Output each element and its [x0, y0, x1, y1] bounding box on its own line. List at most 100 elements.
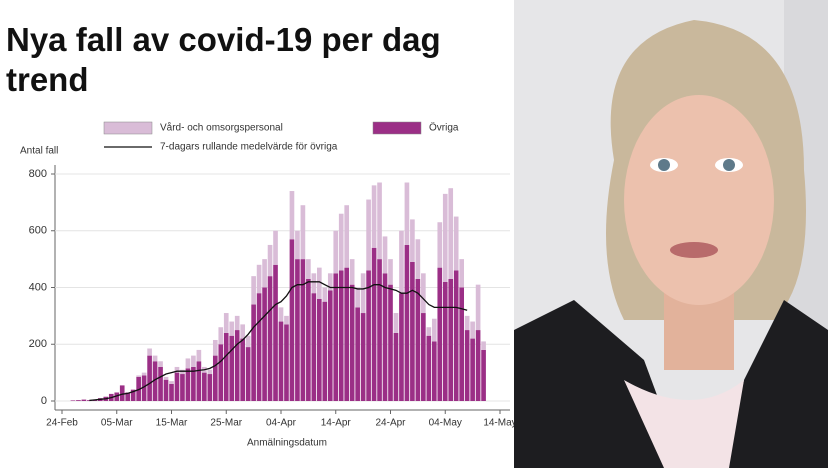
bar [327, 290, 333, 401]
bar [284, 324, 289, 401]
bar [295, 230, 300, 260]
bar [125, 392, 131, 401]
chart: 0 200 400 600 800 24-Feb 05-Mar 15-Mar 25-Mar 04-… [20, 121, 514, 449]
bar [218, 344, 224, 401]
bar [475, 284, 481, 331]
bar [81, 399, 87, 401]
bar [333, 273, 339, 401]
iris [658, 159, 670, 171]
bar [415, 278, 421, 401]
bar [152, 361, 158, 401]
bar [481, 341, 486, 350]
bar [223, 313, 229, 333]
jacket [514, 300, 684, 468]
bar [459, 259, 465, 288]
bar [404, 182, 410, 245]
bar [322, 287, 328, 302]
bar [360, 273, 366, 314]
bar [136, 375, 141, 377]
bar [338, 270, 344, 401]
jacket [724, 300, 828, 468]
bar [311, 273, 317, 294]
bar [470, 338, 475, 401]
bar [393, 332, 399, 401]
x-tick-label: 24-Feb [46, 418, 78, 429]
bar [355, 287, 360, 308]
bar [185, 358, 191, 369]
bar [442, 193, 448, 282]
x-tick-label: 04-Apr [266, 418, 297, 429]
bar [223, 332, 229, 401]
bar [158, 361, 163, 367]
bar [311, 293, 317, 401]
legend-label: 7-dagars rullande medelvärde för övriga [160, 142, 338, 153]
x-tick-label: 14-Apr [321, 418, 352, 429]
bar [300, 259, 306, 401]
bar [453, 216, 459, 271]
bar [174, 372, 180, 401]
bar [431, 341, 437, 401]
bar [393, 313, 399, 333]
bar [234, 315, 240, 331]
bar [366, 270, 371, 401]
bar [169, 383, 174, 401]
x-tick-label: 14-May [483, 418, 514, 429]
bar [207, 369, 213, 375]
bar [388, 259, 393, 285]
bar [262, 287, 267, 401]
bar [245, 335, 251, 348]
bar [459, 287, 465, 401]
bar [180, 374, 185, 401]
bar [333, 230, 339, 274]
bar [306, 259, 311, 279]
bar [273, 230, 278, 265]
bar [240, 338, 246, 401]
legend-swatch [372, 121, 422, 135]
bar [267, 276, 273, 401]
bar [278, 321, 284, 401]
bar [421, 313, 426, 401]
legend-swatch [103, 121, 153, 135]
bar [251, 276, 256, 305]
x-axis-label: Anmälningsdatum [247, 438, 327, 449]
bar [355, 307, 360, 401]
bar [245, 347, 251, 401]
y-tick-label: 600 [29, 225, 47, 237]
bar [141, 372, 147, 376]
bar [141, 375, 147, 401]
bar [202, 372, 207, 401]
bar [114, 392, 120, 401]
bar [119, 385, 125, 401]
bar [349, 284, 355, 401]
presenter-video [514, 0, 828, 468]
trend-line [89, 281, 468, 402]
bar [316, 267, 322, 299]
bar [349, 259, 355, 285]
x-tick-label: 25-Mar [210, 418, 242, 429]
bar [289, 239, 295, 401]
bar [415, 239, 421, 279]
bar [262, 259, 267, 288]
bar [442, 281, 448, 401]
face [624, 95, 774, 305]
bar [404, 244, 410, 401]
bar [399, 230, 404, 294]
bar [464, 330, 470, 401]
bar [338, 213, 344, 271]
bar [229, 335, 235, 401]
bar [306, 278, 311, 401]
bar [316, 298, 322, 401]
bar [410, 261, 415, 401]
y-tick-label: 400 [29, 281, 47, 293]
x-tick-label: 05-Mar [101, 418, 133, 429]
bar [70, 400, 76, 401]
bar [212, 355, 218, 401]
bar [426, 335, 432, 401]
bar [240, 324, 246, 339]
bar [382, 273, 388, 401]
bar [180, 369, 185, 375]
bar [431, 318, 437, 342]
bar [251, 304, 256, 401]
bar [475, 330, 481, 401]
